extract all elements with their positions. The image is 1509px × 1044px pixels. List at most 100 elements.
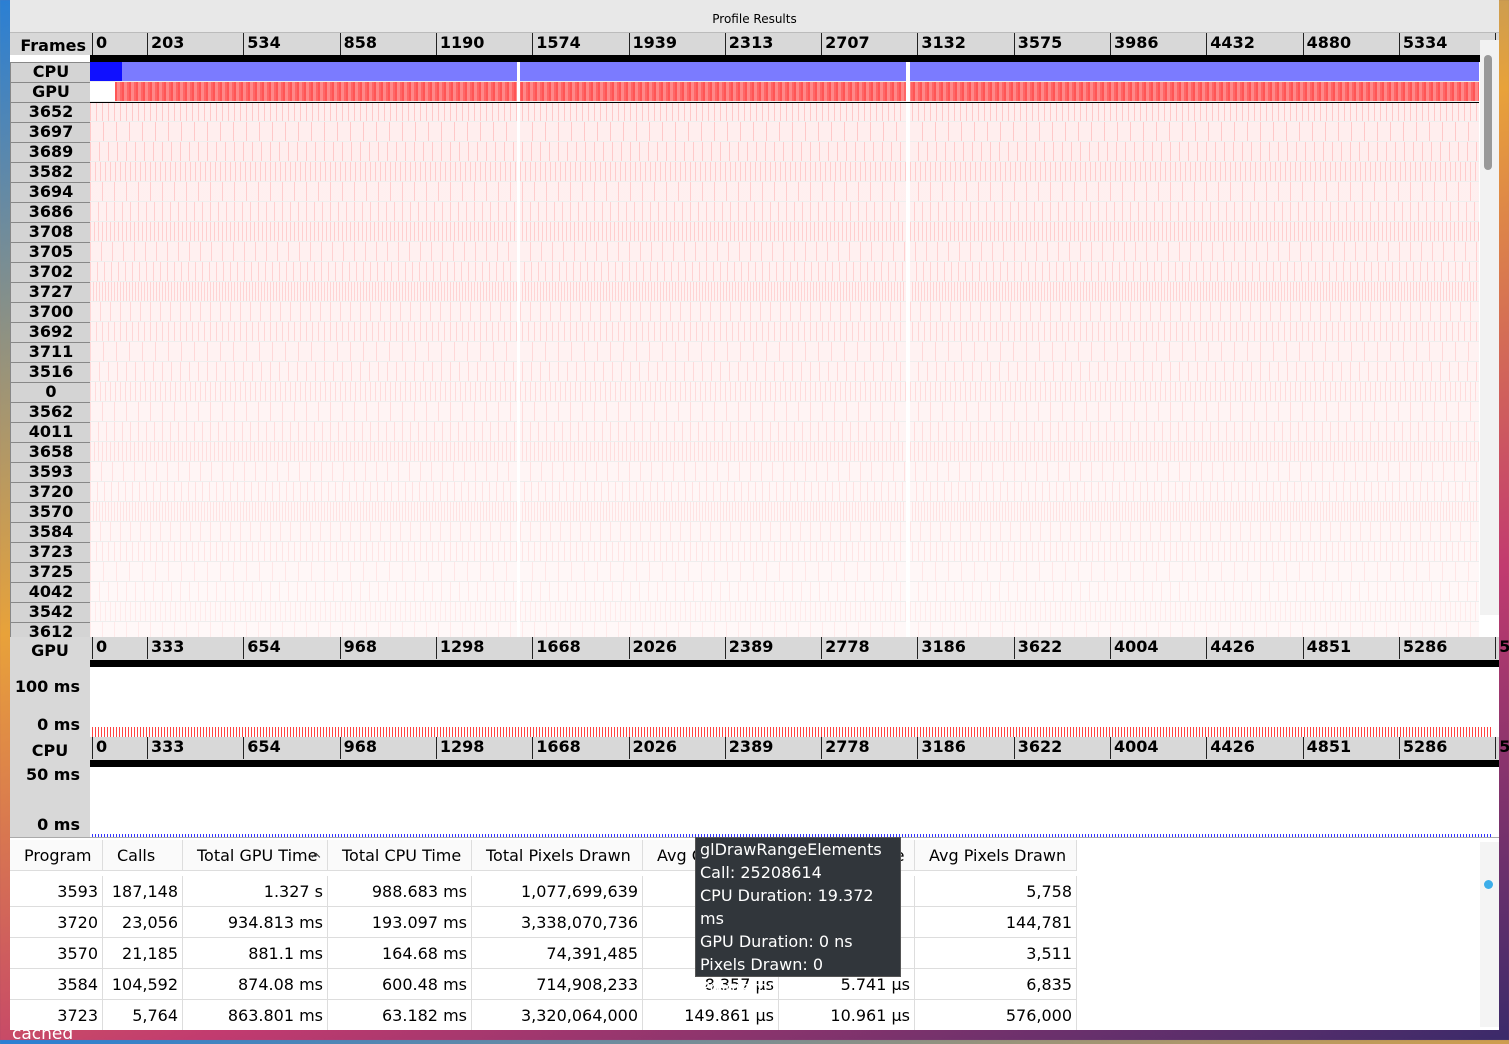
activity (92, 727, 1492, 737)
tick-label: 534 (243, 33, 281, 55)
table-cell: 3,320,064,000 (472, 1000, 643, 1030)
table-cell: 3593 (10, 876, 103, 907)
frame-marker (906, 62, 910, 637)
tooltip-line: CPU Duration: 19.372 ms (700, 886, 874, 928)
row-label: 3705 (10, 242, 92, 264)
timeline-track (90, 422, 1479, 442)
row-label: 3702 (10, 262, 92, 284)
row-label: CPU (10, 62, 92, 84)
row-label: 0 (10, 382, 92, 404)
title-bar: Profile Results (10, 0, 1499, 33)
tick-label: 968 (339, 637, 377, 659)
cpu-graph: CPU 0 333 654 968 1298 1668 2026 2389 2778 3186 362… (10, 737, 1509, 837)
table-cell: 1.327 s (183, 876, 328, 907)
table-cell: 881.1 ms (183, 938, 328, 969)
row-label: 3727 (10, 282, 92, 304)
tick-label: 4880 (1302, 33, 1351, 55)
column-header[interactable]: Program (10, 840, 103, 871)
tick-label: 3622 (1013, 737, 1062, 759)
table-cell: 5.741 µs (779, 969, 915, 1000)
tick-label: 4426 (1206, 737, 1255, 759)
tick-label: 1668 (532, 737, 581, 759)
table-cell: 3584 (10, 969, 103, 1000)
table-cell: 74,391,485 (472, 938, 643, 969)
timeline-track (90, 582, 1479, 602)
tick-label: 1190 (435, 33, 484, 55)
axis-panel (10, 760, 90, 837)
tooltip-line: Program: 4083 (700, 978, 819, 997)
timeline-track (90, 242, 1479, 262)
timeline-track (90, 362, 1479, 382)
tick-label: 4004 (1110, 637, 1159, 659)
row-label: 3700 (10, 302, 92, 324)
tick-label: 2026 (628, 737, 677, 759)
timeline-track (90, 262, 1479, 282)
row-label: 3652 (10, 102, 92, 124)
timeline-track (90, 142, 1479, 162)
table-cell: 193.097 ms (328, 907, 472, 938)
row-label: 3725 (10, 562, 92, 584)
table-cell: 874.08 ms (183, 969, 328, 1000)
row-label: 3720 (10, 482, 92, 504)
axis-min-label: 0 ms (37, 715, 80, 734)
gpu-graph: GPU 0 333 654 968 1298 1668 2026 2389 2778 3186 362… (10, 637, 1509, 737)
column-header[interactable]: Total Pixels Drawn (472, 840, 643, 871)
table-cell: 187,148 (103, 876, 183, 907)
plot-area (90, 767, 1499, 837)
timeline-track (90, 522, 1479, 542)
timeline-track (90, 62, 1479, 82)
graph-label: GPU (31, 641, 69, 660)
column-header[interactable]: Total GPU Time (183, 840, 328, 871)
plot-area (90, 667, 1499, 737)
table-cell: 576,000 (915, 1000, 1077, 1030)
row-label: 3689 (10, 142, 92, 164)
table-cell: 21,185 (103, 938, 183, 969)
header-bar (90, 760, 1499, 767)
row-label: 3612 (10, 622, 92, 637)
table-cell: 3723 (10, 1000, 103, 1030)
column-header[interactable]: Calls (103, 840, 183, 871)
column-header[interactable]: Avg Pixels Drawn (915, 840, 1077, 871)
tick-label: 1939 (628, 33, 677, 55)
row-label: 3542 (10, 602, 92, 624)
table-cell: 144,781 (915, 907, 1077, 938)
tick-label: 2778 (821, 637, 870, 659)
table-cell: 149.861 µs (643, 1000, 779, 1030)
tick-label: 4851 (1302, 737, 1351, 759)
timeline-scrollbar[interactable] (1480, 40, 1499, 615)
tick-label: 858 (339, 33, 377, 55)
axis-max-label: 100 ms (14, 677, 80, 696)
row-label: 3593 (10, 462, 92, 484)
table-cell: 3570 (10, 938, 103, 969)
tick-label: 4432 (1206, 33, 1255, 55)
axis-min-label: 0 ms (37, 815, 80, 834)
table-cell: 714,908,233 (472, 969, 643, 1000)
tick-label: 1668 (532, 637, 581, 659)
table-cell: 6,835 (915, 969, 1077, 1000)
tick-label: 2389 (724, 737, 773, 759)
timeline-track (90, 342, 1479, 362)
tick-label: 203 (147, 33, 184, 55)
tick-label: 5286 (1398, 737, 1447, 759)
frames-header: Frames 0 203 534 858 1190 1574 1939 2313 2707 3132… (10, 33, 1499, 55)
tick-label: 2389 (724, 637, 773, 659)
row-label: 4042 (10, 582, 92, 604)
timeline-track (90, 82, 1479, 102)
tick-label: 4004 (1110, 737, 1159, 759)
window: Profile Results Frames 0 203 534 858 1190 1574… (10, 0, 1509, 1030)
scroll-thumb[interactable] (1484, 880, 1493, 889)
tick-label: 654 (243, 737, 281, 759)
scroll-thumb[interactable] (1484, 55, 1492, 170)
tick-label: 654 (243, 637, 281, 659)
row-label: 3723 (10, 542, 92, 564)
table-cell: 8.357 µs (643, 969, 779, 1000)
tick-label: 2026 (628, 637, 677, 659)
timeline: Frames 0 203 534 858 1190 1574 1939 2313 2707 3132… (10, 33, 1499, 637)
axis-panel (10, 660, 90, 737)
table-scrollbar[interactable] (1480, 842, 1499, 1027)
row-label: 3711 (10, 342, 92, 364)
column-header[interactable]: Total CPU Time (328, 840, 472, 871)
tick-label: 0 (92, 33, 107, 55)
tick-label: 2707 (821, 33, 870, 55)
tick-label: 3986 (1110, 33, 1159, 55)
